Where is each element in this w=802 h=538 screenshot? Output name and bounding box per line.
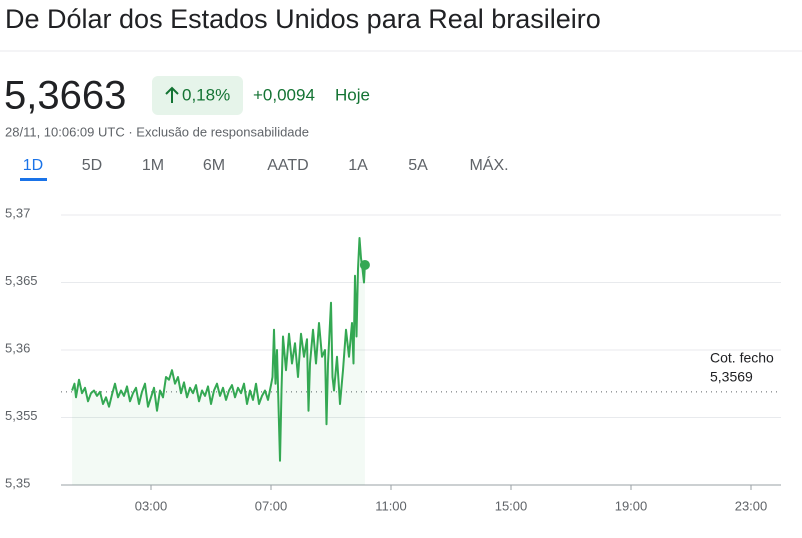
change-badge	[152, 76, 243, 115]
last-point	[359, 259, 370, 270]
x-tick-label: 15:00	[495, 498, 528, 513]
change-value: +0,0094	[253, 85, 315, 104]
x-tick-label: 03:00	[135, 498, 168, 513]
area	[72, 238, 365, 485]
tab[interactable]: 6M	[203, 157, 225, 174]
close-value: 5,3569	[710, 369, 753, 385]
close-label: Cot. fecho	[710, 350, 774, 366]
change-percent: 0,18%	[182, 85, 230, 104]
y-tick-label: 5,37	[5, 205, 30, 220]
price-line	[71, 237, 366, 462]
tab[interactable]: 5D	[82, 157, 102, 174]
tab[interactable]: 1D	[23, 157, 43, 174]
x-tick-label: 23:00	[735, 498, 768, 513]
y-tick-label: 5,365	[5, 273, 38, 288]
price: 5,3663	[4, 74, 126, 118]
period: Hoje	[335, 85, 370, 104]
timestamp: 28/11, 10:06:09 UTC · Exclusão de respon…	[5, 124, 309, 139]
tab[interactable]: 1A	[348, 157, 368, 174]
tab-indicator	[20, 178, 47, 181]
x-tick-label: 11:00	[375, 498, 407, 513]
plot: 5,35 5,355 5,36 5,365 5,37 03:00 07:00 11:00 15:…	[5, 205, 781, 513]
y-tick-label: 5,36	[5, 340, 30, 355]
page-title: De Dólar dos Estados Unidos para Real br…	[5, 4, 601, 34]
x-tick-label: 19:00	[615, 498, 648, 513]
tab[interactable]: AATD	[267, 157, 308, 174]
y-tick-label: 5,355	[5, 408, 38, 423]
x-tick-label: 07:00	[255, 498, 288, 513]
up-arrow	[165, 86, 179, 103]
y-tick-label: 5,35	[5, 475, 30, 490]
tab[interactable]: 1M	[142, 157, 164, 174]
tabs: 1D 5D 1M 6M AATD 1A 5A MÁX.	[23, 155, 509, 174]
tab[interactable]: MÁX.	[469, 155, 508, 174]
tab[interactable]: 5A	[408, 157, 428, 174]
